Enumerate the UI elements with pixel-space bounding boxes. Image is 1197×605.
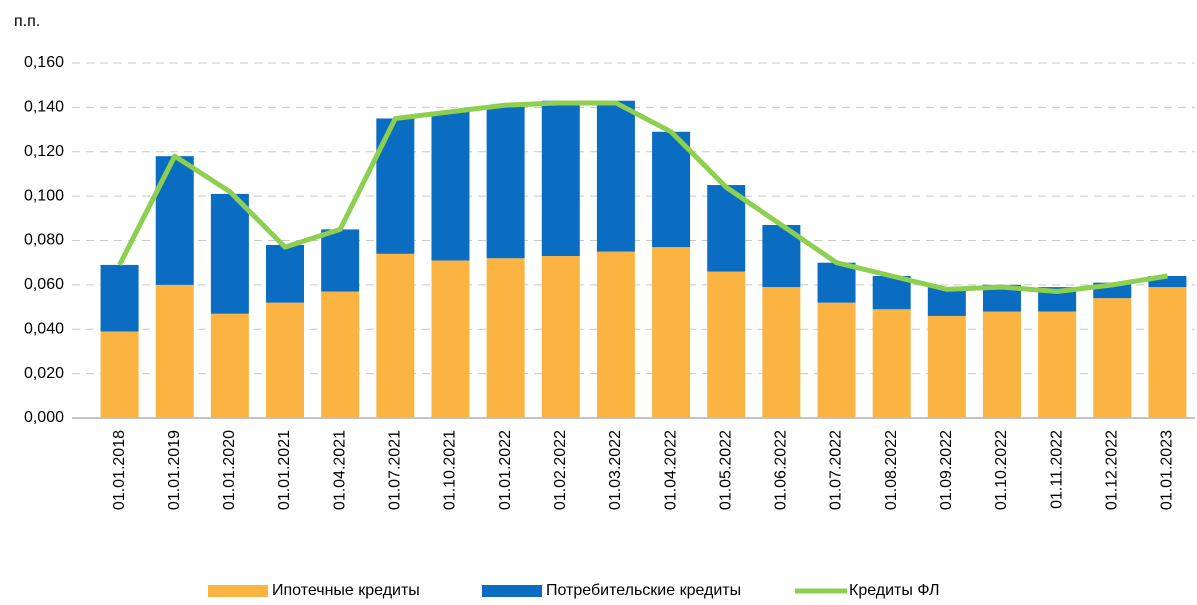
bar [652, 131, 691, 248]
x-tick-label: 01.02.2022 [552, 430, 569, 510]
x-tick-label: 01.08.2022 [883, 430, 900, 510]
bar [927, 315, 966, 418]
x-tick-label: 01.12.2022 [1103, 430, 1120, 510]
bar [100, 331, 139, 418]
bar [1148, 276, 1187, 288]
y-tick-label: 0,100 [24, 187, 64, 204]
x-tick-label: 01.10.2021 [442, 430, 459, 510]
line [117, 100, 1168, 295]
bar [155, 284, 194, 418]
bar [100, 264, 139, 332]
bar [321, 291, 360, 418]
bar [1148, 287, 1187, 418]
y-tick-label: 0,080 [24, 232, 64, 249]
y-tick-label: 0,020 [24, 365, 64, 382]
x-tick-label: 01.04.2022 [662, 430, 679, 510]
x-tick-label: 01.07.2021 [387, 430, 404, 510]
y-tick-label: 0,160 [24, 54, 64, 71]
x-tick-label: 01.01.2019 [166, 430, 183, 510]
bar [652, 247, 691, 418]
bar [1093, 298, 1132, 418]
bar [155, 156, 194, 285]
x-tick-label: 01.01.2020 [221, 430, 238, 510]
x-tick-label: 01.03.2022 [607, 430, 624, 510]
y-tick-label: 0,060 [24, 276, 64, 293]
legend-label: Кредиты ФЛ [849, 582, 939, 599]
y-tick-label: 0,120 [24, 143, 64, 160]
x-tick-label: 01.01.2021 [276, 430, 293, 510]
bar [1038, 311, 1077, 418]
legend-label: Ипотечные кредиты [272, 582, 420, 599]
legend-swatch [208, 585, 268, 597]
bar [431, 260, 470, 418]
bar [266, 244, 305, 303]
bar [210, 313, 249, 418]
legend-label: Потребительские кредиты [546, 582, 741, 599]
bar [707, 271, 746, 418]
x-tick-label: 01.04.2021 [331, 430, 348, 510]
y-tick-label: 0,000 [24, 409, 64, 426]
bar [927, 287, 966, 316]
bar [486, 258, 525, 418]
x-tick-label: 01.09.2022 [938, 430, 955, 510]
bar [321, 229, 360, 292]
bar [817, 262, 856, 303]
bar [541, 100, 580, 257]
x-tick-label: 01.01.2022 [497, 430, 514, 510]
y-tick-label: 0,140 [24, 99, 64, 116]
x-tick-label: 01.01.2023 [1159, 430, 1176, 510]
bar [596, 251, 635, 418]
bar [541, 256, 580, 418]
legend-swatch [482, 585, 542, 597]
bar [872, 309, 911, 418]
bar [266, 302, 305, 418]
bar [817, 302, 856, 418]
x-tick-label: 01.07.2022 [828, 430, 845, 510]
bar [431, 111, 470, 261]
y-axis-label: п.п. [14, 13, 40, 30]
x-tick-label: 01.11.2022 [1048, 430, 1065, 509]
bar [762, 287, 801, 418]
y-tick-label: 0,040 [24, 320, 64, 337]
bar [982, 311, 1021, 418]
bar [707, 185, 746, 272]
x-tick-label: 01.10.2022 [993, 430, 1010, 510]
x-tick-label: 01.01.2018 [111, 430, 128, 510]
bar [376, 253, 415, 418]
bar [596, 100, 635, 252]
bar [376, 118, 415, 254]
bar [210, 193, 249, 314]
x-tick-label: 01.05.2022 [717, 430, 734, 510]
bar [486, 105, 525, 259]
x-tick-label: 01.06.2022 [773, 430, 790, 510]
